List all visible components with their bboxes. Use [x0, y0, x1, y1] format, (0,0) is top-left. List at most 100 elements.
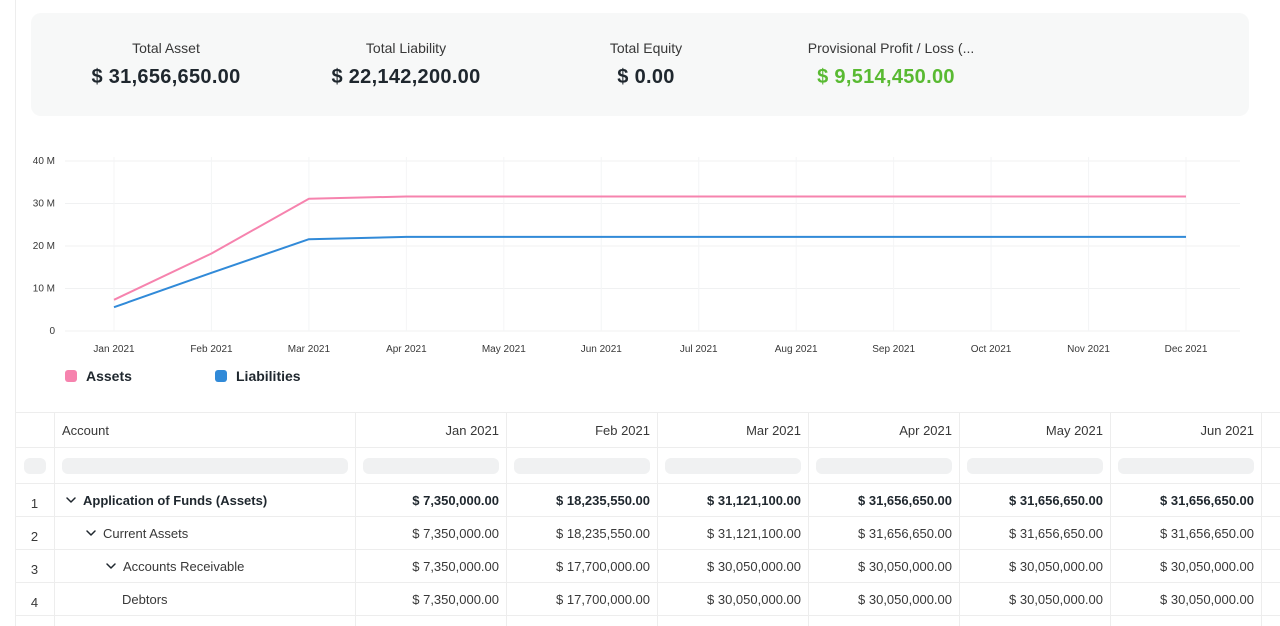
- y-tick-label: 20 M: [33, 241, 55, 252]
- value-cell[interactable]: $ 30,050,000.00: [809, 583, 960, 615]
- column-header-account[interactable]: Account: [55, 413, 356, 447]
- filter-index-cell: [15, 448, 55, 483]
- filter-jan-cell[interactable]: [356, 448, 507, 483]
- value-cell[interactable]: $ 30,050,000.00: [1111, 583, 1262, 615]
- table-row[interactable]: 1 Application of Funds (Assets) $ 7,350,…: [15, 484, 1280, 517]
- summary-panel: Total Asset $ 31,656,650.00 Total Liabil…: [31, 13, 1249, 116]
- filter-may-cell[interactable]: [960, 448, 1111, 483]
- legend-item-assets[interactable]: Assets: [65, 366, 132, 386]
- account-name: Current Assets: [103, 525, 189, 541]
- value-cell[interactable]: [1111, 616, 1262, 626]
- column-header-feb-2021[interactable]: Feb 2021: [507, 413, 658, 447]
- value-cell[interactable]: $ 31,656,650.00: [809, 517, 960, 549]
- report-table: Account Jan 2021 Feb 2021 Mar 2021 Apr 2…: [15, 412, 1280, 626]
- value-cell[interactable]: $ 31,656,650.00: [1111, 517, 1262, 549]
- value-cell[interactable]: $ 7,350,000.00: [356, 583, 507, 615]
- value-cell[interactable]: $ 7,350,000.00: [356, 484, 507, 516]
- value-cell[interactable]: $ 31,656,650.00: [960, 484, 1111, 516]
- value-cell[interactable]: $ 30,050,000.00: [809, 550, 960, 582]
- series-line-liabilities: [113, 235, 1186, 309]
- x-tick-label: May 2021: [482, 344, 526, 355]
- value-cell[interactable]: $ 18,235,550.00: [507, 484, 658, 516]
- row-index-cell: 2: [15, 517, 55, 549]
- column-header-jan-2021[interactable]: Jan 2021: [356, 413, 507, 447]
- y-tick-label: 40 M: [33, 156, 55, 167]
- filter-feb-cell[interactable]: [507, 448, 658, 483]
- column-header-jun-2021[interactable]: Jun 2021: [1111, 413, 1262, 447]
- account-name: Application of Funds (Assets): [83, 492, 268, 508]
- filter-mar-input[interactable]: [665, 457, 801, 474]
- filter-row: [15, 448, 1280, 484]
- account-name: Accounts Receivable: [123, 558, 245, 574]
- y-tick-label: 10 M: [33, 284, 55, 295]
- column-header-apr-2021[interactable]: Apr 2021: [809, 413, 960, 447]
- x-tick-label: Oct 2021: [971, 344, 1012, 355]
- series-line-assets: [113, 195, 1186, 301]
- value-cell[interactable]: $ 7,350,000.00: [356, 550, 507, 582]
- filter-jan-input[interactable]: [363, 457, 499, 474]
- value-cell[interactable]: $ 17,700,000.00: [507, 550, 658, 582]
- chevron-down-icon[interactable]: [83, 525, 99, 541]
- legend-assets-label: Assets: [86, 368, 132, 384]
- account-cell[interactable]: [55, 616, 356, 626]
- value-cell[interactable]: $ 31,656,650.00: [1111, 484, 1262, 516]
- table-row[interactable]: [15, 616, 1280, 626]
- row-index-cell: [15, 616, 55, 626]
- table-row[interactable]: 2 Current Assets $ 7,350,000.00 $ 18,235…: [15, 517, 1280, 550]
- value-cell[interactable]: $ 31,656,650.00: [809, 484, 960, 516]
- filter-mar-cell[interactable]: [658, 448, 809, 483]
- x-tick-label: Jul 2021: [680, 344, 718, 355]
- value-cell[interactable]: $ 30,050,000.00: [658, 583, 809, 615]
- column-header-mar-2021[interactable]: Mar 2021: [658, 413, 809, 447]
- total-equity-label: Total Equity: [609, 40, 683, 56]
- filter-jun-cell[interactable]: [1111, 448, 1262, 483]
- account-cell[interactable]: Application of Funds (Assets): [55, 484, 356, 516]
- legend-item-liabilities[interactable]: Liabilities: [215, 366, 301, 386]
- account-cell[interactable]: Current Assets: [55, 517, 356, 549]
- page-left-border: [15, 0, 16, 626]
- filter-apr-cell[interactable]: [809, 448, 960, 483]
- account-name: Debtors: [122, 591, 168, 607]
- value-cell[interactable]: $ 31,656,650.00: [960, 517, 1111, 549]
- table-header-row: Account Jan 2021 Feb 2021 Mar 2021 Apr 2…: [15, 413, 1280, 448]
- value-cell[interactable]: $ 17,700,000.00: [507, 583, 658, 615]
- column-header-may-2021[interactable]: May 2021: [960, 413, 1111, 447]
- x-tick-label: Nov 2021: [1067, 344, 1110, 355]
- header-index-cell: [15, 413, 55, 447]
- account-cell[interactable]: Accounts Receivable: [55, 550, 356, 582]
- x-tick-label: Dec 2021: [1165, 344, 1208, 355]
- value-cell[interactable]: [809, 616, 960, 626]
- filter-feb-input[interactable]: [514, 457, 650, 474]
- account-cell[interactable]: Debtors: [55, 583, 356, 615]
- value-cell[interactable]: [356, 616, 507, 626]
- x-tick-label: Jun 2021: [581, 344, 623, 355]
- value-cell[interactable]: $ 7,350,000.00: [356, 517, 507, 549]
- value-cell[interactable]: $ 30,050,000.00: [658, 550, 809, 582]
- chevron-down-icon[interactable]: [103, 558, 119, 574]
- value-cell[interactable]: [507, 616, 658, 626]
- filter-account-input[interactable]: [62, 457, 348, 474]
- liabilities-swatch: [215, 370, 227, 382]
- y-tick-label: 0: [49, 326, 55, 337]
- value-cell[interactable]: $ 30,050,000.00: [1111, 550, 1262, 582]
- value-cell[interactable]: $ 18,235,550.00: [507, 517, 658, 549]
- value-cell[interactable]: $ 31,121,100.00: [658, 517, 809, 549]
- total-liability-value: $ 22,142,200.00: [331, 66, 481, 88]
- table-row[interactable]: 3 Accounts Receivable $ 7,350,000.00 $ 1…: [15, 550, 1280, 583]
- assets-swatch: [65, 370, 77, 382]
- total-asset-label: Total Asset: [132, 40, 200, 56]
- value-cell[interactable]: [658, 616, 809, 626]
- value-cell[interactable]: [960, 616, 1111, 626]
- filter-account-cell[interactable]: [55, 448, 356, 483]
- table-row[interactable]: 4 Debtors $ 7,350,000.00 $ 17,700,000.00…: [15, 583, 1280, 616]
- value-cell[interactable]: $ 30,050,000.00: [960, 583, 1111, 615]
- total-liability-label: Total Liability: [365, 40, 447, 56]
- provisional-profit-loss-label: Provisional Profit / Loss (...: [807, 40, 975, 56]
- chevron-down-icon[interactable]: [63, 492, 79, 508]
- assets-liabilities-line-chart: 0 10 M 20 M 30 M 40 M Jan 2021 Feb 2021 Mar 202…: [33, 156, 1240, 355]
- filter-apr-input[interactable]: [816, 457, 952, 474]
- value-cell[interactable]: $ 30,050,000.00: [960, 550, 1111, 582]
- value-cell[interactable]: $ 31,121,100.00: [658, 484, 809, 516]
- filter-may-input[interactable]: [967, 457, 1103, 474]
- filter-jun-input[interactable]: [1118, 457, 1254, 474]
